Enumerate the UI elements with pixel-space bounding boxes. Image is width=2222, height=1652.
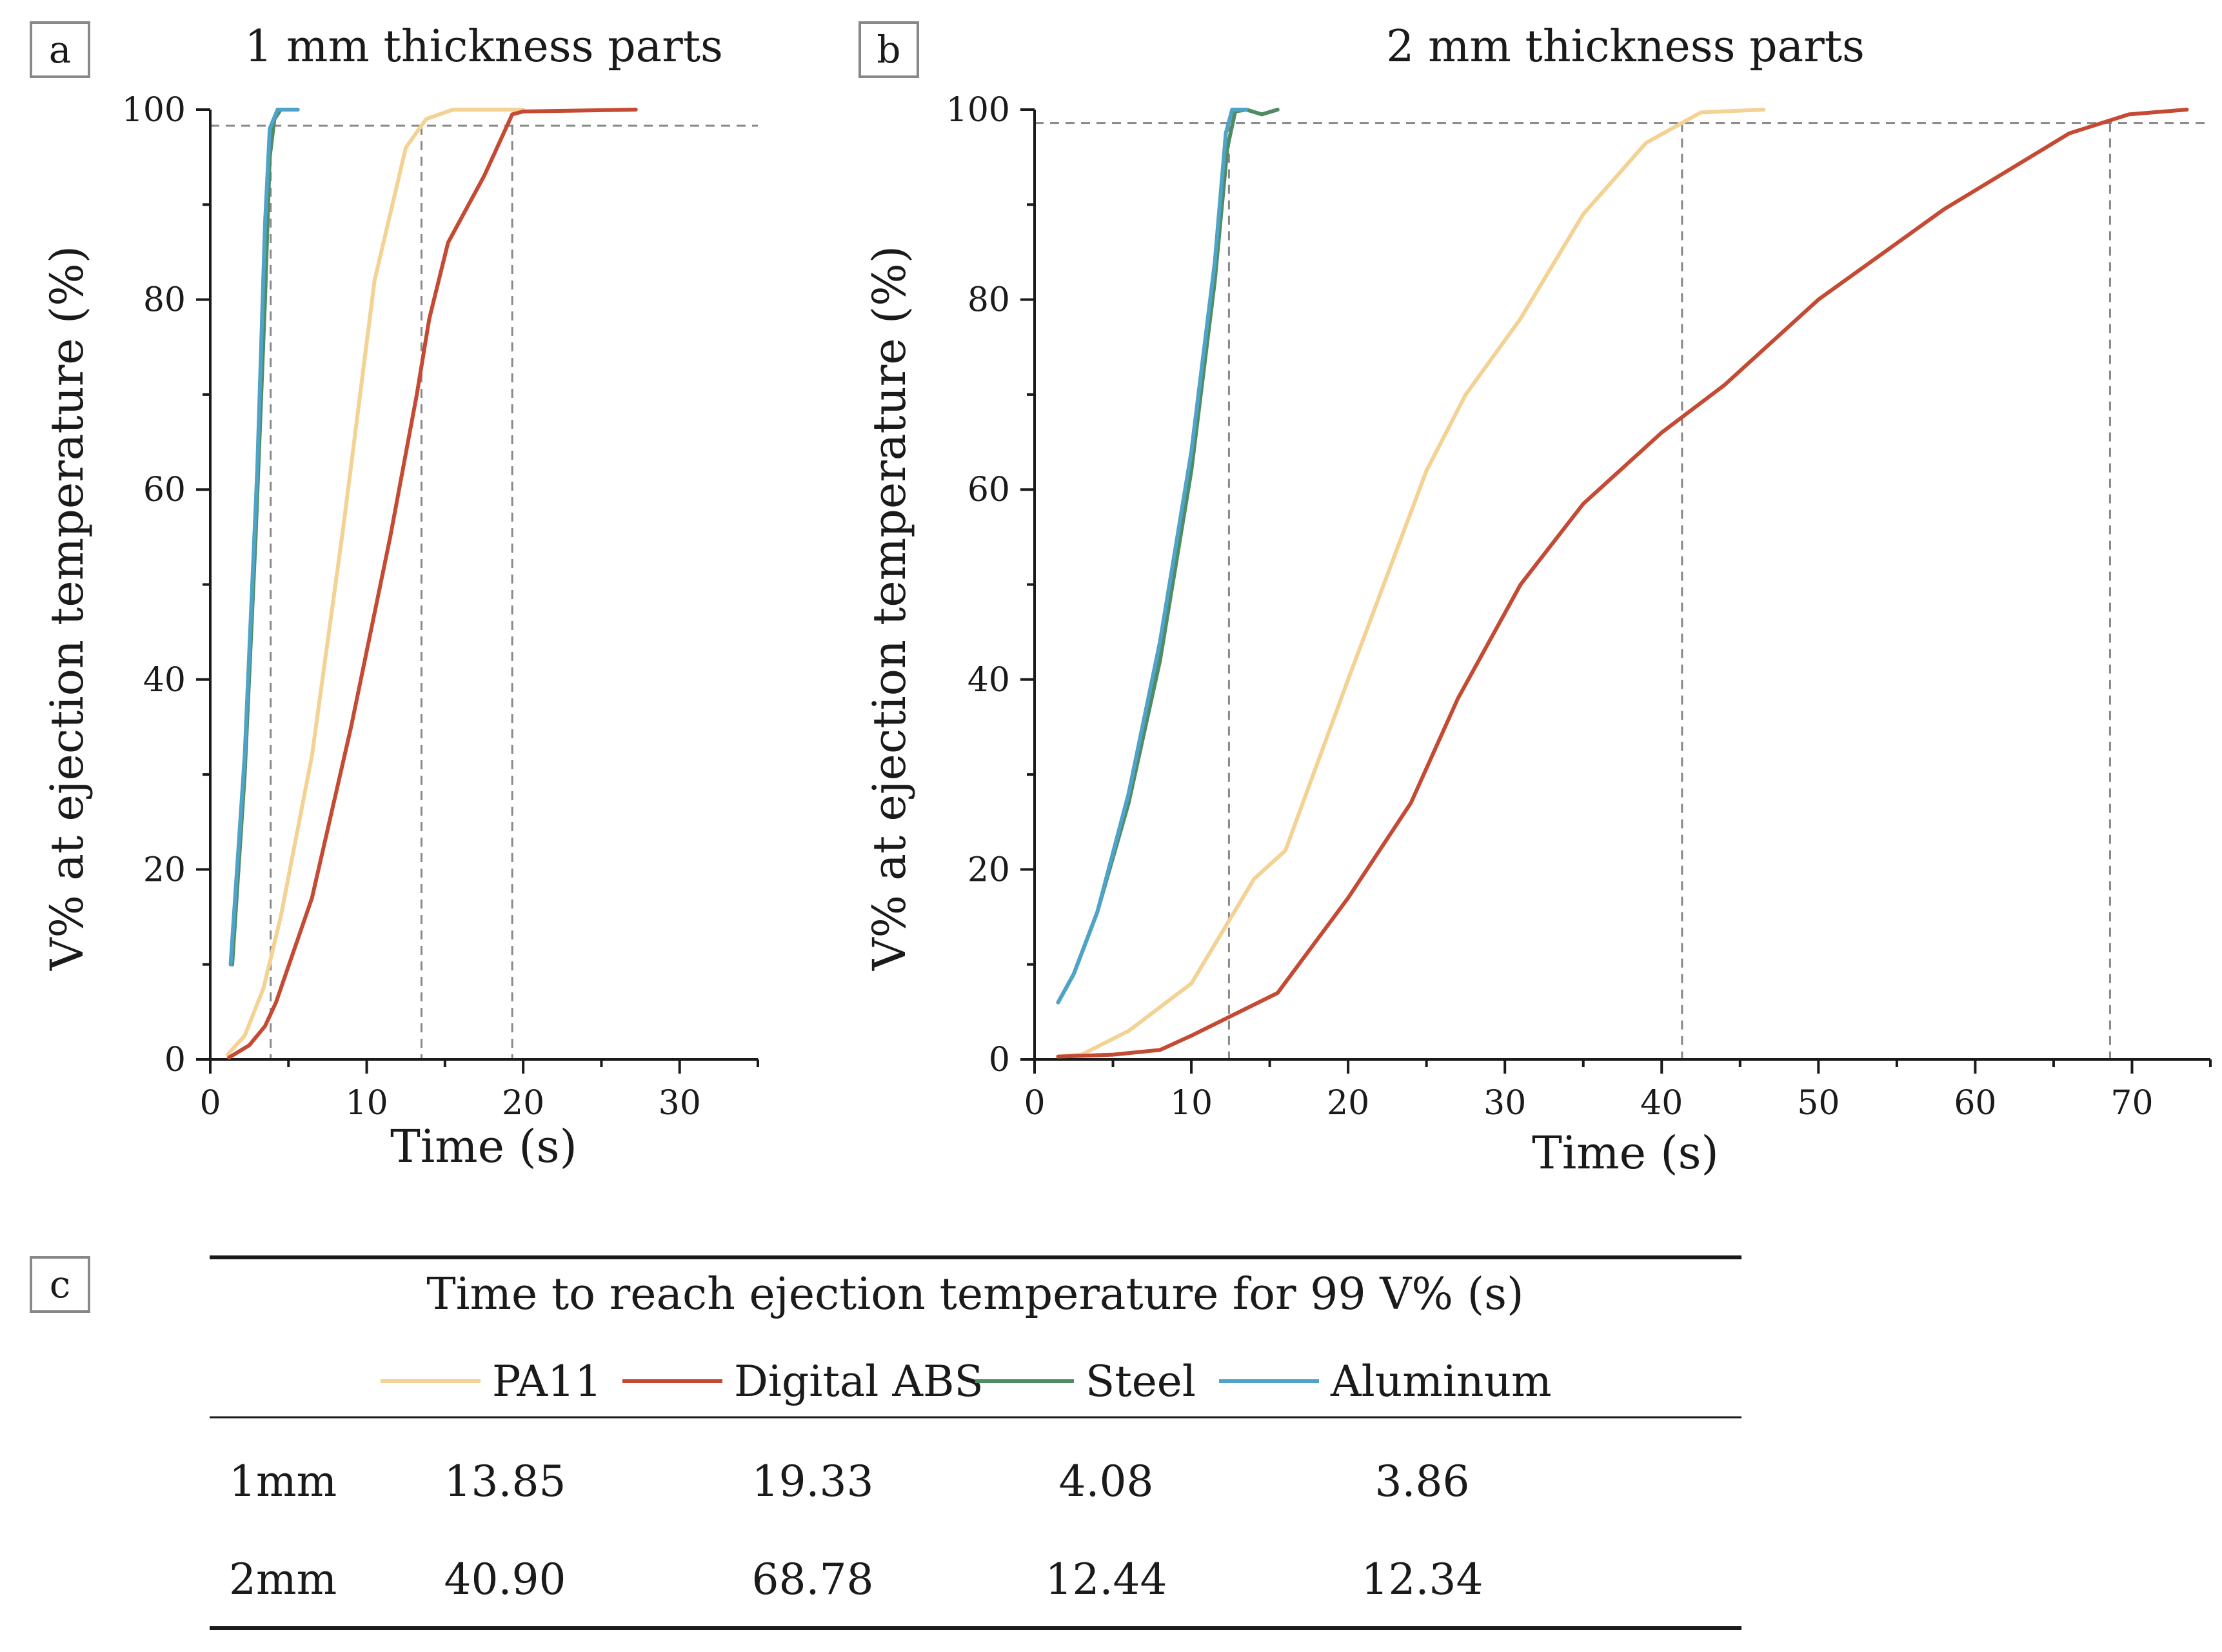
legend-label-steel: Steel [1086, 1357, 1196, 1406]
chart-b-xlabel: Time (s) [1532, 1126, 1719, 1179]
x-tick-label: 30 [1483, 1084, 1526, 1123]
y-tick-label: 20 [967, 851, 1010, 889]
y-tick-label: 40 [967, 661, 1010, 700]
x-tick-label: 10 [1170, 1084, 1213, 1123]
series-line-steel [1056, 108, 1280, 1005]
x-tick-label: 20 [502, 1084, 544, 1123]
y-tick-label: 100 [122, 91, 186, 130]
y-tick-label: 0 [989, 1041, 1010, 1079]
table-cell: 12.44 [1046, 1555, 1167, 1604]
chart-a-title: 1 mm thickness parts [244, 21, 723, 72]
series-line-pa11 [225, 108, 526, 1057]
legend-label-aluminum: Aluminum [1330, 1357, 1552, 1406]
x-tick-label: 50 [1797, 1084, 1840, 1123]
x-tick-label: 20 [1327, 1084, 1369, 1123]
table-cell: 68.78 [752, 1555, 874, 1604]
panel-c-table: c Time to reach ejection temperature for… [30, 1255, 1741, 1630]
chart-a-reference-lines [210, 124, 758, 1059]
panel-c-label-box [30, 1256, 90, 1313]
y-tick-label: 100 [946, 91, 1010, 130]
chart-b-axes: 0 10 20 30 40 50 60 70 0 20 40 60 80 100 [946, 91, 2212, 1123]
chart-a-axes: 0 10 20 30 0 20 40 60 80 100 [122, 91, 759, 1123]
y-tick-label: 60 [143, 471, 186, 509]
y-tick-label: 20 [143, 851, 186, 889]
table-title: Time to reach ejection temperature for 9… [426, 1269, 1523, 1320]
series-line-pa11 [1056, 108, 1766, 1059]
table-cell: 40.90 [444, 1555, 566, 1604]
panel-a-label: a [49, 28, 72, 72]
row-label: 1mm [229, 1457, 337, 1506]
table-cell: 3.86 [1375, 1457, 1470, 1506]
chart-a-series [225, 108, 638, 1060]
table-row: 1mm 13.85 19.33 4.08 3.86 [229, 1457, 1469, 1506]
legend: PA11 Digital ABS Steel Aluminum [381, 1357, 1552, 1406]
table-cell: 19.33 [752, 1457, 874, 1506]
y-tick-label: 60 [967, 471, 1010, 509]
x-tick-label: 0 [199, 1084, 221, 1123]
table-body: 1mm 13.85 19.33 4.08 3.86 2mm 40.90 68.78 12.44 1… [229, 1457, 1483, 1604]
panel-b-label: b [877, 28, 900, 72]
y-tick-label: 80 [143, 281, 186, 320]
legend-label-digital-abs: Digital ABS [734, 1357, 984, 1406]
panel-b-label-box [858, 21, 919, 78]
table-cell: 4.08 [1059, 1457, 1154, 1506]
series-line-digital-abs [227, 108, 638, 1060]
x-tick-label: 0 [1024, 1084, 1045, 1123]
series-line-aluminum [1056, 108, 1249, 1005]
table-cell: 13.85 [444, 1457, 566, 1506]
x-tick-label: 70 [2110, 1084, 2153, 1123]
table-cell: 12.34 [1362, 1555, 1483, 1604]
panel-b-chart: b 2 mm thickness parts Time (s) V% at ej… [858, 21, 2212, 1179]
chart-b-reference-lines [1035, 122, 2210, 1059]
panel-c-label: c [50, 1263, 70, 1306]
chart-a-xlabel: Time (s) [390, 1120, 577, 1173]
row-label: 2mm [229, 1555, 337, 1604]
x-tick-label: 30 [659, 1084, 701, 1123]
y-tick-label: 40 [143, 661, 186, 700]
panel-a-label-box [30, 21, 90, 78]
chart-b-ylabel: V% at ejection temperature (%) [863, 246, 916, 971]
series-line-digital-abs [1056, 108, 2189, 1059]
x-tick-label: 40 [1640, 1084, 1683, 1123]
series-line-aluminum [228, 108, 300, 967]
panel-a-chart: a 1 mm thickness parts Time (s) V% at ej… [30, 21, 759, 1173]
chart-a-ylabel: V% at ejection temperature (%) [41, 246, 94, 971]
chart-b-title: 2 mm thickness parts [1386, 21, 1865, 72]
legend-label-pa11: PA11 [492, 1357, 602, 1406]
y-tick-label: 0 [164, 1041, 186, 1079]
chart-b-series [1056, 108, 2189, 1059]
x-tick-label: 10 [345, 1084, 388, 1123]
table-row: 2mm 40.90 68.78 12.44 12.34 [229, 1555, 1483, 1604]
x-tick-label: 60 [1954, 1084, 1996, 1123]
y-tick-label: 80 [967, 281, 1010, 320]
